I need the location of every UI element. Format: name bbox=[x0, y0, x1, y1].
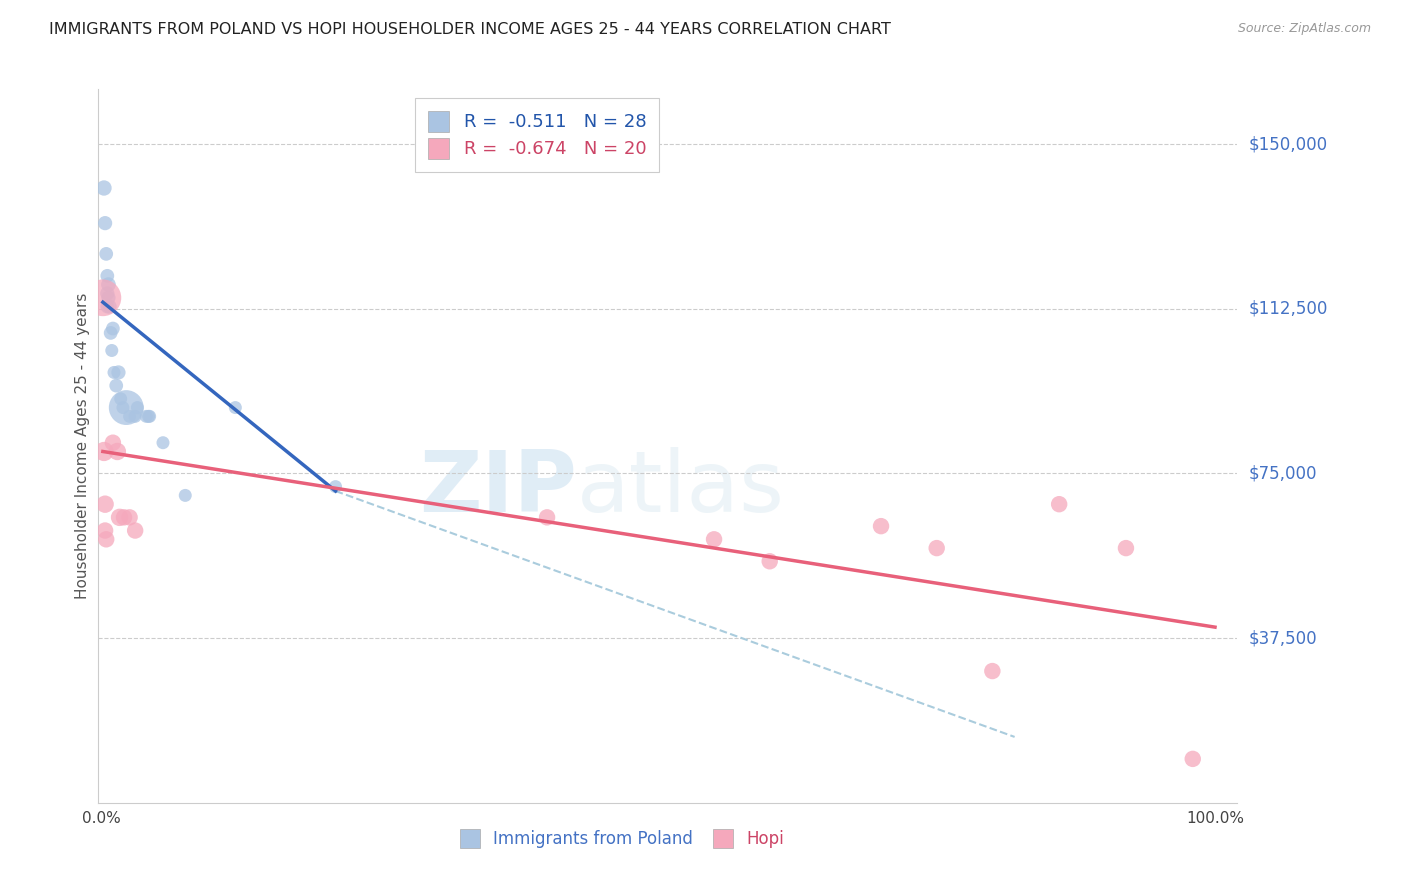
Point bbox=[110, 392, 132, 406]
Point bbox=[98, 300, 121, 314]
Point bbox=[97, 277, 120, 292]
Point bbox=[103, 366, 125, 380]
Point bbox=[96, 247, 118, 261]
Point bbox=[94, 524, 117, 538]
Point bbox=[94, 216, 117, 230]
Point bbox=[93, 444, 115, 458]
Point bbox=[124, 524, 146, 538]
Point bbox=[101, 435, 124, 450]
Point bbox=[138, 409, 160, 424]
Y-axis label: Householder Income Ages 25 - 44 years: Householder Income Ages 25 - 44 years bbox=[75, 293, 90, 599]
Text: IMMIGRANTS FROM POLAND VS HOPI HOUSEHOLDER INCOME AGES 25 - 44 YEARS CORRELATION: IMMIGRANTS FROM POLAND VS HOPI HOUSEHOLD… bbox=[49, 22, 891, 37]
Point bbox=[127, 401, 149, 415]
Point bbox=[100, 326, 122, 340]
Point bbox=[152, 435, 174, 450]
Point bbox=[118, 409, 141, 424]
Point bbox=[105, 378, 128, 392]
Point bbox=[1047, 497, 1070, 511]
Text: $112,500: $112,500 bbox=[1249, 300, 1327, 318]
Point bbox=[111, 401, 134, 415]
Point bbox=[703, 533, 725, 547]
Point bbox=[94, 497, 117, 511]
Point bbox=[1115, 541, 1137, 555]
Point bbox=[124, 409, 146, 424]
Point bbox=[97, 291, 120, 305]
Point bbox=[96, 300, 118, 314]
Point bbox=[758, 554, 780, 568]
Point bbox=[1181, 752, 1204, 766]
Point bbox=[101, 343, 124, 358]
Point bbox=[105, 444, 128, 458]
Text: atlas: atlas bbox=[576, 447, 785, 531]
Point bbox=[174, 488, 197, 502]
Point bbox=[536, 510, 558, 524]
Point bbox=[93, 181, 115, 195]
Text: Source: ZipAtlas.com: Source: ZipAtlas.com bbox=[1237, 22, 1371, 36]
Point bbox=[96, 533, 118, 547]
Text: ZIP: ZIP bbox=[419, 447, 576, 531]
Point bbox=[224, 401, 246, 415]
Point bbox=[96, 286, 118, 301]
Point bbox=[101, 321, 124, 335]
Point bbox=[981, 664, 1004, 678]
Point bbox=[325, 480, 347, 494]
Point bbox=[870, 519, 893, 533]
Point bbox=[112, 510, 135, 524]
Legend: Immigrants from Poland, Hopi: Immigrants from Poland, Hopi bbox=[460, 829, 785, 848]
Point bbox=[96, 268, 118, 283]
Point bbox=[107, 366, 129, 380]
Point bbox=[108, 510, 131, 524]
Text: $37,500: $37,500 bbox=[1249, 629, 1317, 647]
Point bbox=[138, 409, 160, 424]
Text: $150,000: $150,000 bbox=[1249, 135, 1327, 153]
Point bbox=[91, 291, 114, 305]
Point bbox=[118, 510, 141, 524]
Point bbox=[925, 541, 948, 555]
Text: $75,000: $75,000 bbox=[1249, 465, 1317, 483]
Point bbox=[115, 401, 138, 415]
Point bbox=[135, 409, 157, 424]
